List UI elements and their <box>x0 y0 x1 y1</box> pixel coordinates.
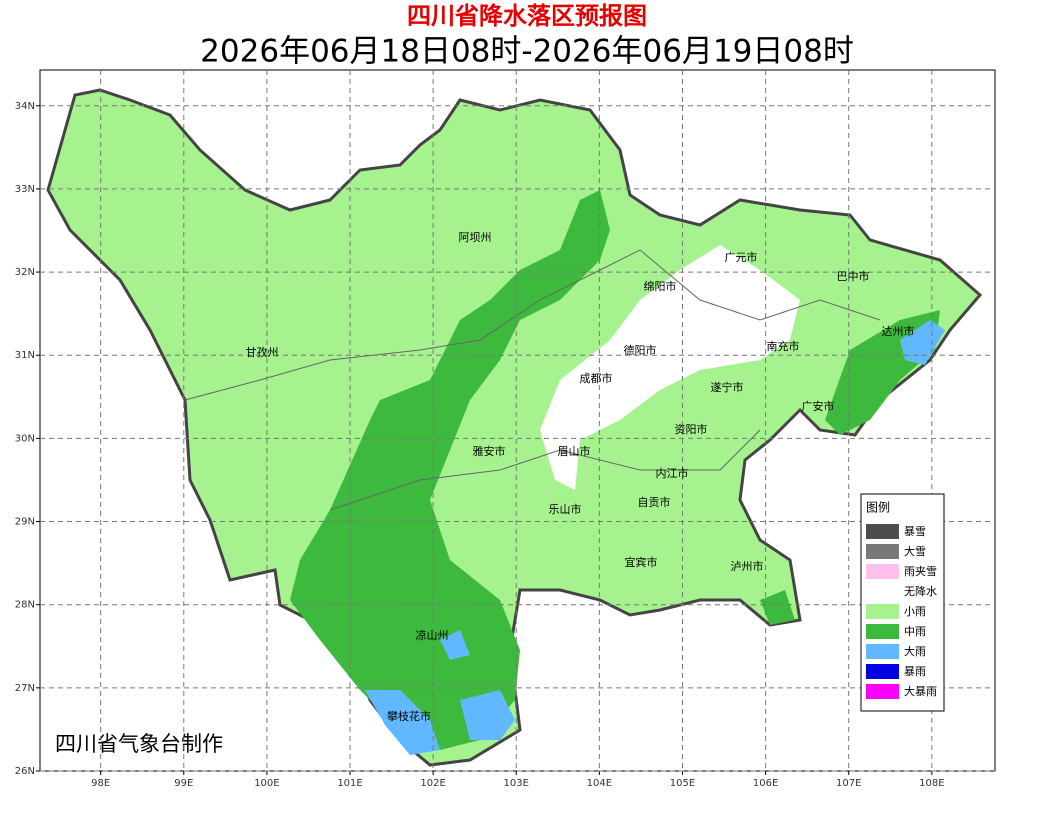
x-tick-label: 102E <box>420 778 445 789</box>
y-tick-label: 27N <box>15 683 35 694</box>
legend-label: 大暴雨 <box>904 684 937 698</box>
city-label: 达州市 <box>882 324 915 338</box>
x-tick-label: 101E <box>337 778 362 789</box>
y-tick-label: 29N <box>15 517 35 528</box>
legend-swatch <box>866 604 899 619</box>
x-tick-label: 99E <box>174 778 193 789</box>
subtitle: 2026年06月18日08时-2026年06月19日08时 <box>200 34 854 70</box>
boundary <box>184 249 641 401</box>
legend-label: 大雪 <box>904 544 926 558</box>
city-label: 南充市 <box>767 339 800 353</box>
title: 四川省降水落区预报图 <box>407 2 647 30</box>
city-label: 阿坝州 <box>459 230 492 244</box>
moderate-rain-area <box>290 190 610 750</box>
legend-label: 雨夹雪 <box>904 565 937 578</box>
x-tick-label: 108E <box>919 778 944 789</box>
heavy-rain-area <box>440 630 470 660</box>
legend-swatch <box>866 644 899 659</box>
heavy-rain-area <box>900 320 945 365</box>
city-label: 广安市 <box>802 399 835 413</box>
city-label: 成都市 <box>580 371 613 385</box>
city-label: 攀枝花市 <box>387 709 431 723</box>
legend-swatch <box>866 624 899 639</box>
legend-label: 中雨 <box>904 625 926 638</box>
x-tick-label: 107E <box>836 778 861 789</box>
city-label: 凉山州 <box>416 628 449 642</box>
y-tick-label: 28N <box>15 600 35 611</box>
no-rain-area <box>540 245 800 490</box>
city-label: 泸州市 <box>731 559 764 573</box>
x-tick-label: 105E <box>670 778 695 789</box>
city-label: 眉山市 <box>558 444 591 458</box>
x-tick-label: 98E <box>91 778 110 789</box>
city-label: 内江市 <box>656 466 689 480</box>
city-label: 广元市 <box>725 250 758 264</box>
legend-label: 小雨 <box>904 605 926 618</box>
city-label: 遂宁市 <box>711 380 744 394</box>
city-label: 甘孜州 <box>246 345 279 359</box>
city-label: 雅安市 <box>473 444 506 458</box>
x-tick-label: 103E <box>504 778 529 789</box>
city-label: 宜宾市 <box>625 555 658 569</box>
legend-swatch <box>866 564 899 579</box>
city-label: 乐山市 <box>549 502 582 516</box>
moderate-rain-area <box>760 590 795 625</box>
city-label: 自贡市 <box>638 495 671 509</box>
city-label: 资阳市 <box>675 422 708 436</box>
legend-swatch <box>866 664 899 679</box>
y-tick-label: 34N <box>15 101 35 112</box>
y-tick-label: 26N <box>15 766 35 777</box>
credit: 四川省气象台制作 <box>55 732 223 756</box>
legend-label: 暴雨 <box>904 665 926 678</box>
city-label: 绵阳市 <box>644 279 677 293</box>
y-tick-label: 33N <box>15 184 35 195</box>
y-tick-label: 30N <box>15 433 35 444</box>
heavy-rain-area <box>460 690 515 740</box>
legend-swatch <box>865 583 900 600</box>
legend-title: 图例 <box>866 501 890 515</box>
legend-swatch <box>866 544 899 559</box>
map <box>46 88 983 767</box>
legend-label: 无降水 <box>904 584 937 598</box>
boundary <box>329 429 761 511</box>
city-label: 德阳市 <box>624 343 657 357</box>
legend-label: 暴雪 <box>904 525 926 538</box>
y-tick-label: 32N <box>15 267 35 278</box>
heavy-rain-area <box>365 690 440 755</box>
legend-label: 大雨 <box>904 644 926 658</box>
city-label: 巴中市 <box>837 269 870 283</box>
boundary <box>639 249 881 321</box>
legend-swatch <box>866 684 899 699</box>
x-tick-label: 104E <box>587 778 612 789</box>
legend-swatch <box>866 524 899 539</box>
x-tick-label: 100E <box>254 778 279 789</box>
y-tick-label: 31N <box>15 350 35 361</box>
x-tick-label: 106E <box>753 778 778 789</box>
